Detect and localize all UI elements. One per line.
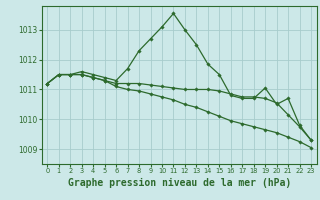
X-axis label: Graphe pression niveau de la mer (hPa): Graphe pression niveau de la mer (hPa)	[68, 178, 291, 188]
